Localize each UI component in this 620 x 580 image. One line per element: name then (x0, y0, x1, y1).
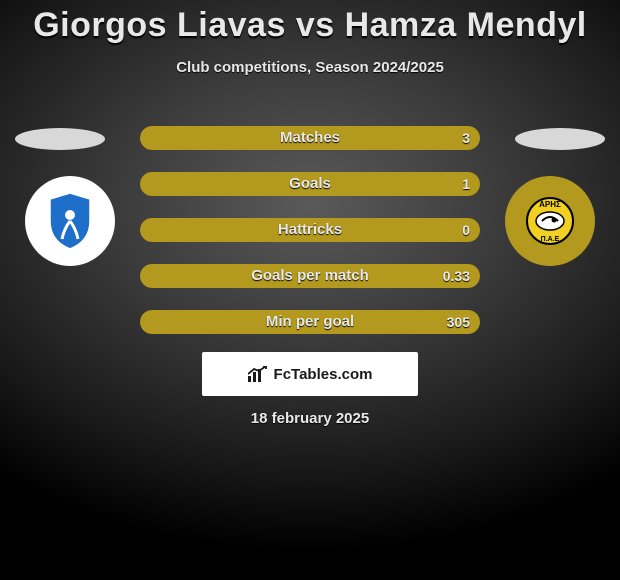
page-title: Giorgos Liavas vs Hamza Mendyl (0, 0, 620, 45)
stat-label: Goals per match (140, 264, 480, 288)
content: Giorgos Liavas vs Hamza Mendyl Club comp… (0, 0, 620, 580)
subtitle: Club competitions, Season 2024/2025 (0, 59, 620, 76)
stat-label: Min per goal (140, 310, 480, 334)
stat-value-right: 0.33 (443, 264, 470, 288)
stat-value-right: 0 (462, 218, 470, 242)
stat-row: Min per goal305 (140, 310, 480, 334)
attribution-text: FcTables.com (274, 366, 373, 383)
stats-container: Matches3Goals1Hattricks0Goals per match0… (140, 126, 480, 356)
right-country-ellipse (515, 128, 605, 150)
stat-row: Goals per match0.33 (140, 264, 480, 288)
svg-text:ΑΡΗΣ: ΑΡΗΣ (539, 200, 561, 209)
attribution-badge: FcTables.com (202, 352, 418, 396)
stat-row: Goals1 (140, 172, 480, 196)
date-text: 18 february 2025 (0, 410, 620, 427)
right-club-badge: ΑΡΗΣ Π.Α.Ε (505, 176, 595, 266)
chart-icon (248, 366, 268, 382)
stat-label: Matches (140, 126, 480, 150)
stat-value-right: 305 (447, 310, 470, 334)
left-country-ellipse (15, 128, 105, 150)
stat-label: Hattricks (140, 218, 480, 242)
stat-value-right: 1 (462, 172, 470, 196)
stat-row: Matches3 (140, 126, 480, 150)
left-club-badge (25, 176, 115, 266)
svg-text:Π.Α.Ε: Π.Α.Ε (541, 236, 560, 243)
stat-row: Hattricks0 (140, 218, 480, 242)
stat-label: Goals (140, 172, 480, 196)
left-shield-icon (46, 191, 94, 251)
right-shield-icon: ΑΡΗΣ Π.Α.Ε (526, 191, 574, 251)
stat-value-right: 3 (462, 126, 470, 150)
